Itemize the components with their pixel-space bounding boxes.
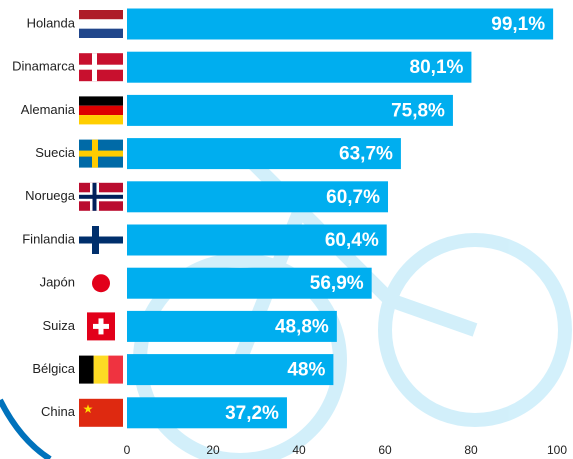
flag bbox=[79, 226, 123, 254]
flag-part bbox=[79, 237, 123, 244]
category-label: Bélgica bbox=[32, 361, 75, 376]
x-tick-label: 20 bbox=[206, 443, 220, 457]
bar bbox=[127, 9, 553, 40]
category-label: Japón bbox=[40, 275, 75, 290]
flag bbox=[79, 269, 123, 297]
value-label: 56,9% bbox=[310, 273, 364, 294]
value-label: 75,8% bbox=[391, 100, 445, 121]
chart: 0 20 40 60 80 100 Holanda 99,1% Dinamarca 80,1% Al… bbox=[0, 0, 573, 459]
flag-part bbox=[79, 151, 123, 157]
flag-part bbox=[79, 115, 123, 124]
value-label: 99,1% bbox=[491, 14, 545, 35]
value-label: 60,4% bbox=[325, 230, 379, 251]
value-label: 48% bbox=[287, 360, 325, 381]
flag bbox=[79, 140, 123, 168]
x-tick-label: 40 bbox=[292, 443, 306, 457]
flag-part bbox=[79, 96, 123, 105]
value-label: 48,8% bbox=[275, 316, 329, 337]
value-label: 63,7% bbox=[339, 144, 393, 165]
category-label: Suecia bbox=[35, 145, 76, 160]
flag-part bbox=[108, 356, 123, 384]
x-tick-label: 0 bbox=[124, 443, 131, 457]
flag-part: ★ bbox=[83, 402, 94, 416]
value-label: 60,7% bbox=[326, 187, 380, 208]
flag bbox=[87, 312, 115, 340]
category-label: Noruega bbox=[25, 188, 76, 203]
flag-part bbox=[93, 324, 109, 329]
category-label: Finlandia bbox=[22, 231, 76, 246]
x-tick-label: 100 bbox=[547, 443, 567, 457]
flag-part bbox=[94, 356, 109, 384]
flag-part bbox=[79, 19, 123, 28]
flag-part bbox=[79, 356, 94, 384]
value-label: 37,2% bbox=[225, 403, 279, 424]
x-tick-label: 80 bbox=[464, 443, 478, 457]
category-label: Suiza bbox=[42, 318, 75, 333]
flag bbox=[79, 356, 123, 384]
flag bbox=[79, 183, 123, 211]
flag-part bbox=[79, 65, 123, 70]
flag-part bbox=[92, 274, 110, 292]
flag: ★ bbox=[79, 399, 123, 427]
flag-part bbox=[79, 10, 123, 19]
flag bbox=[79, 53, 123, 81]
category-label: Dinamarca bbox=[12, 59, 76, 74]
value-label: 80,1% bbox=[410, 57, 464, 78]
flag bbox=[79, 10, 123, 38]
flag bbox=[79, 96, 123, 124]
category-label: China bbox=[41, 404, 76, 419]
flag-part bbox=[79, 195, 123, 199]
x-tick-label: 60 bbox=[378, 443, 392, 457]
category-label: Holanda bbox=[27, 15, 76, 30]
flag-part bbox=[79, 106, 123, 115]
flag-part bbox=[79, 29, 123, 38]
category-label: Alemania bbox=[21, 102, 76, 117]
